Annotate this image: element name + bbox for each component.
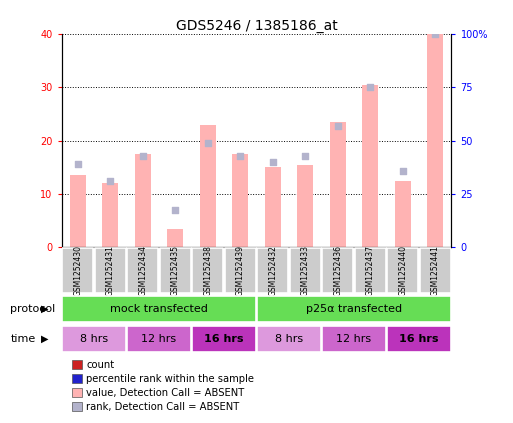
FancyBboxPatch shape: [257, 248, 288, 293]
Text: GSM1252436: GSM1252436: [333, 245, 342, 296]
Text: 16 hrs: 16 hrs: [399, 334, 439, 344]
FancyBboxPatch shape: [127, 248, 159, 293]
Point: [399, 167, 407, 174]
Text: time: time: [10, 334, 35, 344]
Point: [301, 152, 309, 159]
Text: GSM1252440: GSM1252440: [398, 245, 407, 296]
FancyBboxPatch shape: [257, 326, 321, 352]
Text: 8 hrs: 8 hrs: [80, 334, 108, 344]
Text: GSM1252431: GSM1252431: [106, 245, 115, 296]
Text: mock transfected: mock transfected: [110, 304, 208, 314]
Point: [139, 152, 147, 159]
FancyBboxPatch shape: [62, 326, 126, 352]
Text: GSM1252430: GSM1252430: [73, 245, 82, 296]
FancyBboxPatch shape: [192, 326, 256, 352]
FancyBboxPatch shape: [127, 326, 191, 352]
Bar: [200, 125, 216, 247]
Text: ▶: ▶: [41, 334, 49, 344]
FancyBboxPatch shape: [95, 248, 126, 293]
Text: GSM1252434: GSM1252434: [139, 245, 147, 296]
Text: GSM1252433: GSM1252433: [301, 245, 310, 296]
FancyBboxPatch shape: [257, 296, 451, 322]
FancyBboxPatch shape: [62, 296, 256, 322]
FancyBboxPatch shape: [160, 248, 191, 293]
FancyBboxPatch shape: [420, 248, 451, 293]
Point: [366, 84, 374, 91]
FancyBboxPatch shape: [387, 248, 418, 293]
Point: [269, 159, 277, 165]
FancyBboxPatch shape: [290, 248, 321, 293]
Text: protocol: protocol: [10, 304, 55, 314]
FancyBboxPatch shape: [322, 248, 353, 293]
Text: GSM1252435: GSM1252435: [171, 245, 180, 296]
Bar: [102, 184, 119, 247]
FancyBboxPatch shape: [192, 248, 223, 293]
Text: GSM1252438: GSM1252438: [203, 245, 212, 296]
Point: [333, 122, 342, 129]
Bar: [265, 168, 281, 247]
Text: GSM1252437: GSM1252437: [366, 245, 374, 296]
FancyBboxPatch shape: [225, 248, 256, 293]
Bar: [70, 176, 86, 247]
Bar: [329, 122, 346, 247]
Text: GSM1252439: GSM1252439: [236, 245, 245, 296]
Text: GSM1252441: GSM1252441: [431, 245, 440, 296]
Text: 12 hrs: 12 hrs: [142, 334, 176, 344]
Text: GSM1252432: GSM1252432: [268, 245, 277, 296]
Text: ▶: ▶: [41, 304, 49, 314]
Point: [204, 140, 212, 146]
Point: [171, 207, 180, 214]
Bar: [394, 181, 411, 247]
Point: [106, 178, 114, 184]
FancyBboxPatch shape: [62, 248, 93, 293]
Text: rank, Detection Call = ABSENT: rank, Detection Call = ABSENT: [86, 401, 240, 412]
Text: 12 hrs: 12 hrs: [337, 334, 371, 344]
FancyBboxPatch shape: [387, 326, 451, 352]
Bar: [427, 34, 443, 247]
Text: 16 hrs: 16 hrs: [204, 334, 244, 344]
Text: value, Detection Call = ABSENT: value, Detection Call = ABSENT: [86, 387, 244, 398]
Bar: [362, 85, 378, 247]
Bar: [167, 229, 183, 247]
FancyBboxPatch shape: [354, 248, 386, 293]
Point: [74, 161, 82, 168]
Point: [431, 30, 439, 37]
Bar: [134, 154, 151, 247]
Text: percentile rank within the sample: percentile rank within the sample: [86, 374, 254, 384]
FancyBboxPatch shape: [322, 326, 386, 352]
Text: 8 hrs: 8 hrs: [275, 334, 303, 344]
Point: [236, 152, 244, 159]
Bar: [232, 154, 248, 247]
Title: GDS5246 / 1385186_at: GDS5246 / 1385186_at: [175, 19, 338, 33]
Text: count: count: [86, 360, 114, 370]
Bar: [297, 165, 313, 247]
Text: p25α transfected: p25α transfected: [306, 304, 402, 314]
